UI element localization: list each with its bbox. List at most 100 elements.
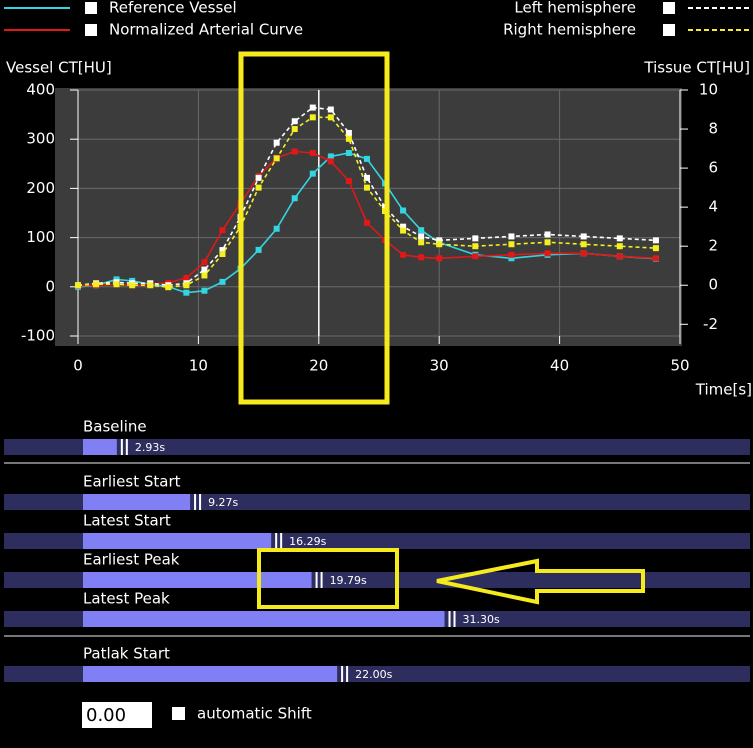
data-point [291,195,298,202]
data-point [93,281,100,288]
data-point [309,104,316,111]
data-point [75,282,81,289]
data-point [508,241,515,248]
slider-handle [453,611,456,627]
slider-handle [280,533,283,549]
y2-tick-label: 0 [708,276,718,294]
highlight-box [257,548,399,609]
data-point [363,174,370,181]
data-point [345,178,352,185]
data-point [273,139,280,146]
data-point [472,235,479,242]
slider-handle [320,572,323,588]
slider-handle[interactable] [448,611,451,627]
data-point [616,235,623,242]
data-point [345,129,352,136]
data-point [327,106,334,113]
slider-label: Baseline [83,418,147,436]
legend-label: Normalized Arterial Curve [109,21,303,39]
data-point [183,282,190,289]
y-tick-label: 300 [26,130,55,148]
legend-label: Right hemisphere [503,21,636,39]
slider-value: 9.27s [208,496,238,509]
x-tick-label: 50 [670,357,689,375]
data-point [291,118,298,125]
legend-checkbox[interactable] [85,2,97,14]
plot-area [55,88,682,346]
y2-tick-label: 4 [708,198,718,216]
data-point [652,237,659,244]
y-axis-title: Vessel CT[HU] [6,59,112,77]
slider-label: Patlak Start [83,645,170,663]
data-point [652,255,659,262]
data-point [291,126,298,133]
data-point [418,239,425,246]
y2-tick-label: 2 [708,237,718,255]
data-point [201,266,208,273]
data-point [472,243,479,250]
data-point [219,247,226,254]
data-point [183,289,190,296]
slider-label: Earliest Peak [83,551,180,569]
slider-handle[interactable] [275,533,278,549]
data-point [400,251,407,258]
legend-checkbox[interactable] [663,24,675,36]
data-point [345,149,352,156]
x-tick-label: 10 [189,357,208,375]
data-point [363,155,370,162]
data-point [255,184,262,191]
arrow [436,558,645,605]
slider-handle[interactable] [120,439,123,455]
legend-label: Left hemisphere [514,0,636,17]
data-point [400,207,407,214]
data-point [327,153,334,160]
shift-input-value: 0.00 [86,705,126,726]
slider-value: 31.30s [463,613,500,626]
slider-handle[interactable] [194,494,197,510]
data-point [363,219,370,226]
x-axis-title: Time[s] [695,381,752,399]
slider-track[interactable] [4,494,750,510]
slider-handle[interactable] [315,572,318,588]
data-point [201,259,208,266]
data-point [255,246,262,253]
x-tick-label: 0 [73,357,83,375]
slider-label: Latest Peak [83,590,170,608]
slider-handle [346,666,349,682]
slider-handle[interactable] [341,666,344,682]
data-point [580,233,587,240]
slider-value: 22.00s [355,668,392,681]
data-point [580,241,587,248]
shift-input[interactable] [82,702,152,728]
y2-tick-label: 8 [708,120,718,138]
data-point [129,282,136,289]
data-point [472,253,479,260]
data-point [436,255,443,262]
data-point [219,227,226,234]
slider-fill [83,439,117,455]
data-point [219,251,226,257]
legend-label: Reference Vessel [109,0,237,17]
shift-checkbox[interactable] [172,707,185,720]
slider-fill [83,533,272,549]
data-point [508,233,515,240]
slider-handle [125,439,128,455]
data-point [309,114,316,121]
slider-fill [83,611,445,627]
legend-checkbox[interactable] [663,2,675,14]
shift-checkbox-label: automatic Shift [197,705,312,723]
data-point [652,245,659,252]
data-point [580,250,587,257]
data-point [327,114,334,121]
slider-value: 16.29s [289,535,326,548]
slider-handle [199,494,202,510]
legend-checkbox[interactable] [85,24,97,36]
x-tick-label: 20 [309,357,328,375]
slider-track[interactable] [4,439,750,455]
y2-tick-label: -2 [703,315,718,333]
x-tick-label: 40 [550,357,569,375]
data-point [418,227,425,234]
slider-fill [83,666,338,682]
y-tick-label: 200 [26,179,55,197]
